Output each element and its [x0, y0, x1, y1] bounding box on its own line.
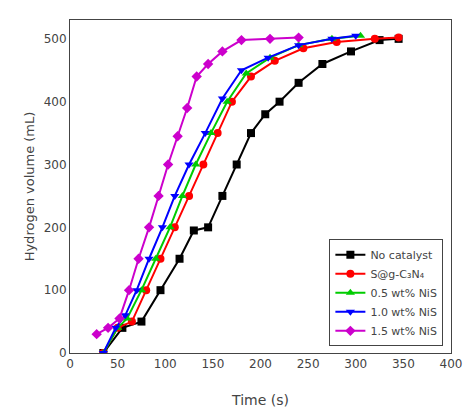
svg-text:300: 300	[44, 158, 67, 172]
svg-text:500: 500	[44, 32, 67, 46]
svg-text:250: 250	[297, 357, 320, 371]
svg-text:200: 200	[44, 221, 67, 235]
svg-text:0: 0	[59, 346, 67, 360]
svg-text:Time (s): Time (s)	[231, 392, 289, 408]
svg-text:200: 200	[249, 357, 272, 371]
svg-text:1.5 wt% NiS: 1.5 wt% NiS	[370, 325, 437, 338]
svg-text:1.0 wt% NiS: 1.0 wt% NiS	[370, 306, 437, 319]
svg-text:400: 400	[440, 357, 463, 371]
svg-text:0.5 wt% NiS: 0.5 wt% NiS	[370, 287, 437, 300]
svg-text:350: 350	[392, 357, 415, 371]
svg-text:50: 50	[110, 357, 125, 371]
svg-text:No catalyst: No catalyst	[370, 249, 433, 262]
svg-text:100: 100	[44, 283, 67, 297]
svg-text:S@g-C₃N₄: S@g-C₃N₄	[370, 268, 424, 281]
svg-text:400: 400	[44, 95, 67, 109]
svg-text:0: 0	[66, 357, 74, 371]
svg-text:Hydrogen volume (mL): Hydrogen volume (mL)	[22, 112, 37, 262]
svg-text:300: 300	[344, 357, 367, 371]
svg-text:100: 100	[154, 357, 177, 371]
svg-text:150: 150	[201, 357, 224, 371]
